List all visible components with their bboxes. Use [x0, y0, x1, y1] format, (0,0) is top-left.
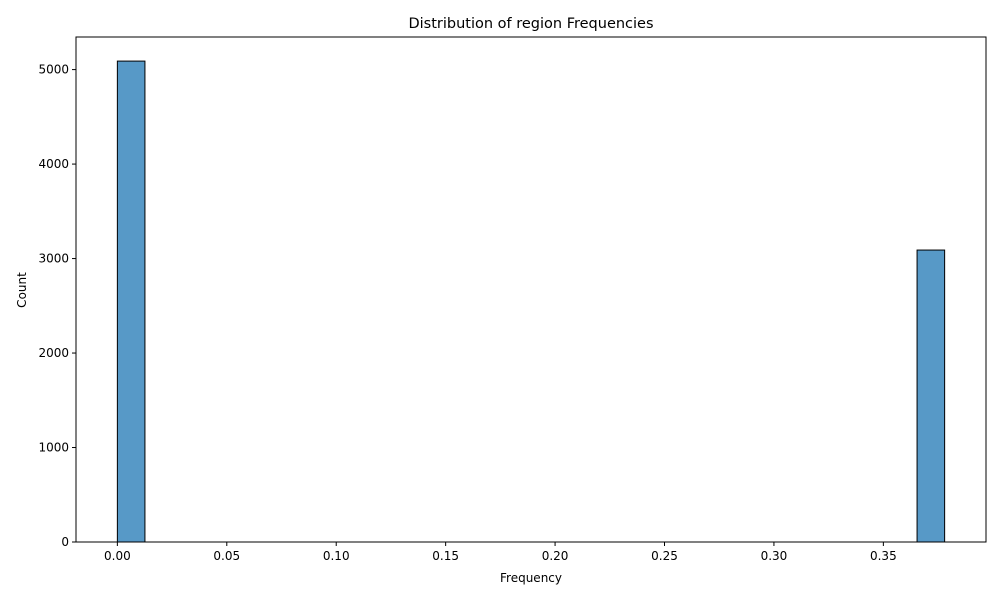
- y-axis-ticks: 0 1000 2000 3000 4000 5000: [38, 63, 76, 549]
- x-tick-label: 0.35: [870, 549, 897, 563]
- axes-frame: [75, 36, 987, 543]
- histogram-bar-1: [916, 249, 946, 543]
- y-axis-label: Count: [15, 272, 29, 308]
- x-axis-ticks: 0.00 0.05 0.10 0.15 0.20 0.25 0.30 0.35: [104, 542, 897, 563]
- y-tick-label: 2000: [38, 346, 69, 360]
- y-tick-label: 4000: [38, 157, 69, 171]
- y-tick-label: 0: [61, 535, 69, 549]
- chart-title: Distribution of region Frequencies: [408, 16, 653, 32]
- x-tick-label: 0.30: [761, 549, 788, 563]
- histogram-bar-0: [116, 60, 146, 543]
- x-tick-label: 0.20: [542, 549, 569, 563]
- bars-group: [116, 60, 946, 543]
- x-tick-label: 0.15: [432, 549, 459, 563]
- x-tick-label: 0.25: [651, 549, 678, 563]
- x-tick-label: 0.00: [104, 549, 131, 563]
- y-tick-label: 3000: [38, 252, 69, 266]
- x-tick-label: 0.10: [323, 549, 350, 563]
- y-tick-label: 1000: [38, 441, 69, 455]
- y-tick-label: 5000: [38, 63, 69, 77]
- x-tick-label: 0.05: [213, 549, 240, 563]
- x-axis-label: Frequency: [500, 571, 562, 585]
